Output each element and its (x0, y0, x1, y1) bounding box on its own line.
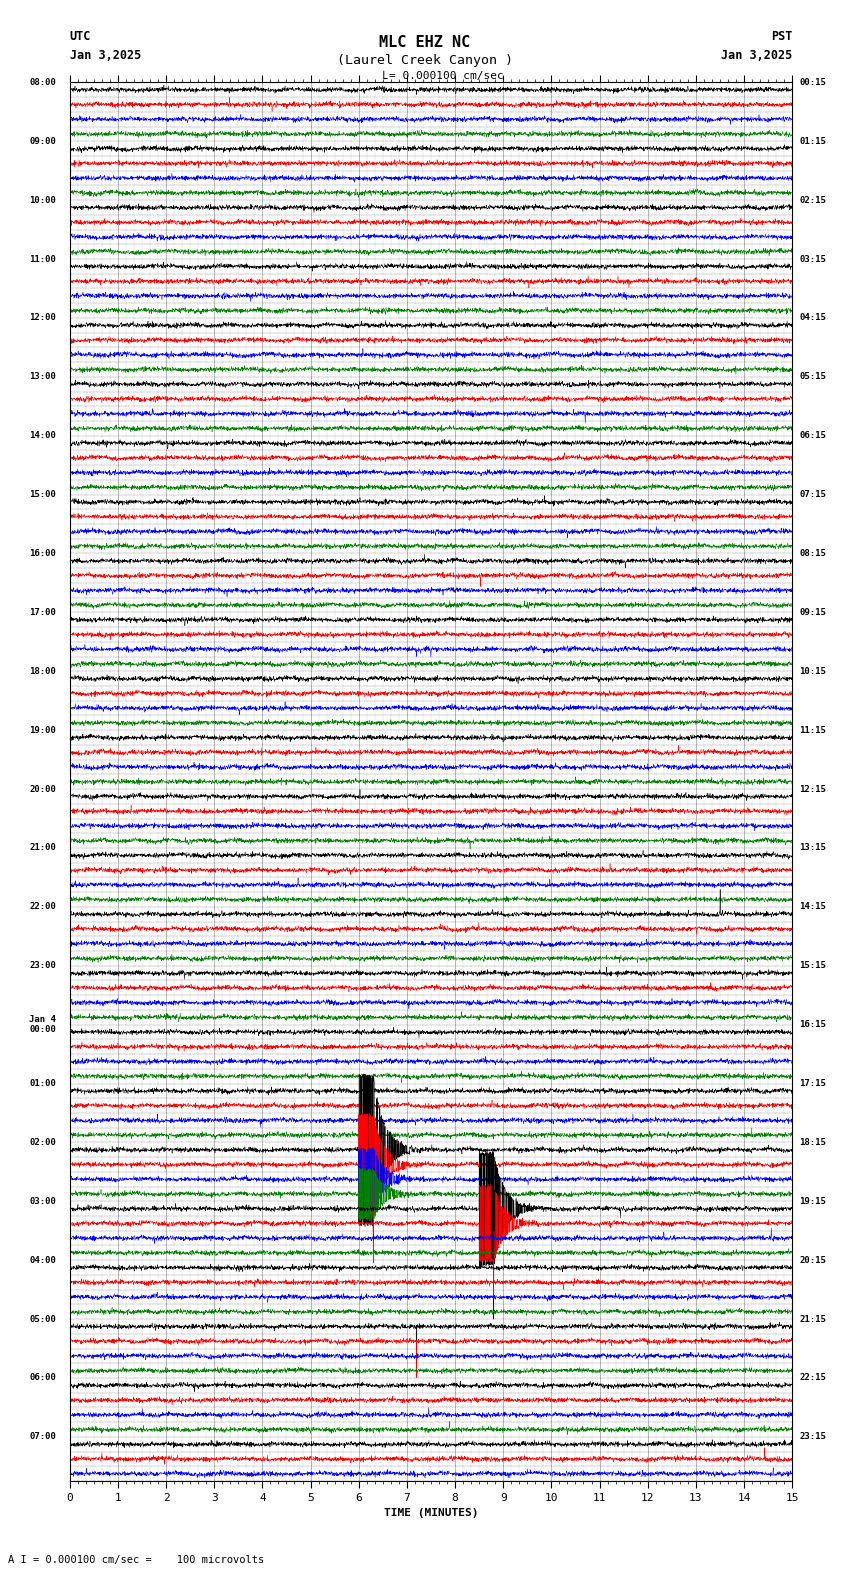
Text: 22:00: 22:00 (30, 903, 56, 911)
Text: 15:15: 15:15 (799, 961, 826, 971)
Text: 01:15: 01:15 (799, 136, 826, 146)
Text: 03:00: 03:00 (30, 1198, 56, 1205)
Text: 19:00: 19:00 (30, 725, 56, 735)
Text: 21:00: 21:00 (30, 843, 56, 852)
Text: 12:15: 12:15 (799, 784, 826, 794)
Text: 06:15: 06:15 (799, 431, 826, 440)
Text: Jan 3,2025: Jan 3,2025 (721, 49, 792, 62)
Text: 07:15: 07:15 (799, 489, 826, 499)
Text: 04:00: 04:00 (30, 1256, 56, 1264)
Text: 10:15: 10:15 (799, 667, 826, 676)
Text: 14:15: 14:15 (799, 903, 826, 911)
Text: 12:00: 12:00 (30, 314, 56, 323)
Text: 22:15: 22:15 (799, 1373, 826, 1383)
Text: 13:00: 13:00 (30, 372, 56, 382)
Text: 15:00: 15:00 (30, 489, 56, 499)
Text: Jan 3,2025: Jan 3,2025 (70, 49, 141, 62)
Text: 08:15: 08:15 (799, 550, 826, 558)
Text: 10:00: 10:00 (30, 196, 56, 204)
Text: 01:00: 01:00 (30, 1079, 56, 1088)
Text: 02:15: 02:15 (799, 196, 826, 204)
Text: 02:00: 02:00 (30, 1137, 56, 1147)
Text: 05:15: 05:15 (799, 372, 826, 382)
Text: 03:15: 03:15 (799, 255, 826, 263)
Text: 07:00: 07:00 (30, 1432, 56, 1441)
Text: 23:15: 23:15 (799, 1432, 826, 1441)
Text: 20:00: 20:00 (30, 784, 56, 794)
Text: MLC EHZ NC: MLC EHZ NC (379, 35, 471, 49)
Text: 16:15: 16:15 (799, 1020, 826, 1030)
Text: 14:00: 14:00 (30, 431, 56, 440)
Text: 16:00: 16:00 (30, 550, 56, 558)
Text: 09:15: 09:15 (799, 608, 826, 616)
Text: 19:15: 19:15 (799, 1198, 826, 1205)
Text: 04:15: 04:15 (799, 314, 826, 323)
Text: └: └ (379, 73, 387, 86)
Text: 18:15: 18:15 (799, 1137, 826, 1147)
Text: A I = 0.000100 cm/sec =    100 microvolts: A I = 0.000100 cm/sec = 100 microvolts (8, 1555, 264, 1565)
Text: 11:00: 11:00 (30, 255, 56, 263)
Text: 17:00: 17:00 (30, 608, 56, 616)
Text: 00:15: 00:15 (799, 78, 826, 87)
X-axis label: TIME (MINUTES): TIME (MINUTES) (383, 1508, 479, 1519)
Text: 18:00: 18:00 (30, 667, 56, 676)
Text: 23:00: 23:00 (30, 961, 56, 971)
Text: (Laurel Creek Canyon ): (Laurel Creek Canyon ) (337, 54, 513, 67)
Text: Jan 4
00:00: Jan 4 00:00 (30, 1015, 56, 1034)
Text: 17:15: 17:15 (799, 1079, 826, 1088)
Text: PST: PST (771, 30, 792, 43)
Text: 05:00: 05:00 (30, 1315, 56, 1324)
Text: 11:15: 11:15 (799, 725, 826, 735)
Text: UTC: UTC (70, 30, 91, 43)
Text: 09:00: 09:00 (30, 136, 56, 146)
Text: 21:15: 21:15 (799, 1315, 826, 1324)
Text: 20:15: 20:15 (799, 1256, 826, 1264)
Text: 13:15: 13:15 (799, 843, 826, 852)
Text: 06:00: 06:00 (30, 1373, 56, 1383)
Text: 08:00: 08:00 (30, 78, 56, 87)
Text: = 0.000100 cm/sec: = 0.000100 cm/sec (389, 71, 504, 81)
